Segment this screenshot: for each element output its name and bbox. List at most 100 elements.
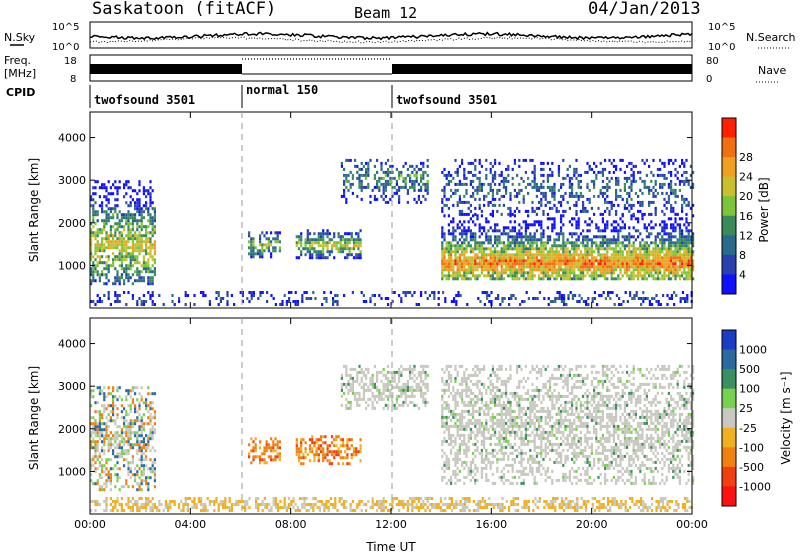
echo-cell [522,179,525,183]
echo-cell [127,485,130,489]
echo-cell [629,291,632,294]
echo-cell [456,412,459,416]
echo-cell [458,451,461,455]
echo-cell [346,453,349,457]
echo-cell [354,391,357,395]
echo-cell [452,238,455,242]
echo-cell [109,437,112,441]
echo-cell [454,250,457,254]
echo-cell [341,441,345,445]
echo-cell [542,179,545,183]
echo-cell [674,212,677,216]
echo-cell [450,475,453,479]
echo-cell [98,249,101,253]
echo-cell [345,364,348,368]
echo-cell [131,425,134,429]
echo-cell [147,258,150,262]
echo-cell [367,397,370,401]
echo-cell [456,200,459,204]
echo-cell [615,191,618,195]
echo-cell [443,256,446,260]
echo-cell [507,206,510,210]
echo-cell [308,253,312,257]
echo-cell [494,203,497,207]
echo-cell [395,179,398,183]
echo-cell [612,271,615,275]
echo-cell [487,235,490,239]
echo-cell [92,255,95,259]
echo-cell [507,265,510,269]
echo-cell [491,259,494,263]
echo-cell [355,450,358,454]
nave-bottom-tick: 0 [706,74,712,85]
echo-cell [305,291,308,294]
echo-cell [566,200,569,204]
echo-cell [103,237,106,241]
echo-cell [612,277,615,281]
echo-cell [654,262,657,266]
echo-cell [681,206,684,210]
echo-cell [551,173,554,177]
echo-cell [114,431,117,435]
echo-cell [450,173,453,177]
echo-cell [94,467,97,471]
echo-cell [105,467,108,471]
echo-cell [615,277,618,281]
echo-cell [538,220,541,224]
echo-cell [626,191,629,195]
echo-cell [118,237,121,241]
echo-cell [125,258,128,262]
echo-cell [142,440,145,444]
echo-cell [630,188,633,192]
echo-cell [345,382,348,386]
echo-cell [628,247,631,251]
echo-cell [650,188,653,192]
echo-cell [357,244,360,248]
echo-cell [127,422,130,426]
echo-cell [461,158,464,162]
echo-cell [380,391,383,395]
echo-cell [553,226,556,230]
echo-cell [643,182,646,186]
echo-cell [632,235,635,239]
echo-cell [652,253,655,257]
echo-cell [335,444,338,448]
echo-cell [630,235,633,239]
echo-cell [114,180,117,184]
echo-cell [263,249,266,253]
echo-cell [573,194,576,198]
echo-cell [529,158,532,162]
echo-cell [639,176,642,180]
echo-cell [456,418,459,422]
echo-cell [637,247,640,251]
echo-cell [597,250,600,254]
echo-cell [529,271,532,275]
echo-cell [116,416,119,420]
echo-cell [443,259,446,263]
echo-cell [601,217,604,221]
echo-cell [617,232,620,236]
echo-cell [136,449,139,453]
echo-cell [360,197,363,201]
echo-cell [601,259,604,263]
echo-cell [120,258,123,262]
echo-cell [502,253,505,257]
echo-cell [472,173,475,177]
echo-cell [92,207,95,211]
echo-cell [595,164,598,168]
echo-cell [382,391,385,395]
echo-cell [300,441,303,445]
echo-cell [601,170,604,174]
echo-cell [373,397,376,401]
echo-cell [145,261,148,265]
echo-cell [476,217,479,221]
echo-cell [98,273,101,277]
echo-cell [600,294,603,297]
echo-cell [650,232,653,236]
echo-cell [661,256,664,260]
echo-cell [538,274,541,278]
echo-cell [621,235,624,239]
echo-cell [551,247,554,251]
echo-cell [553,265,556,269]
echo-cell [409,370,412,374]
